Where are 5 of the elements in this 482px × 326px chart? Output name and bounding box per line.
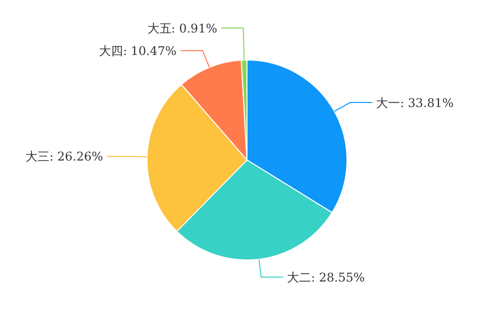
slice-label: 大三: 26.26% xyxy=(25,150,104,164)
slice-label: 大一: 33.81% xyxy=(376,96,454,110)
slice-label: 大四: 10.47% xyxy=(98,44,177,58)
slice-label: 大五: 0.91% xyxy=(147,21,218,36)
slice-label: 大二: 28.55% xyxy=(287,270,365,284)
